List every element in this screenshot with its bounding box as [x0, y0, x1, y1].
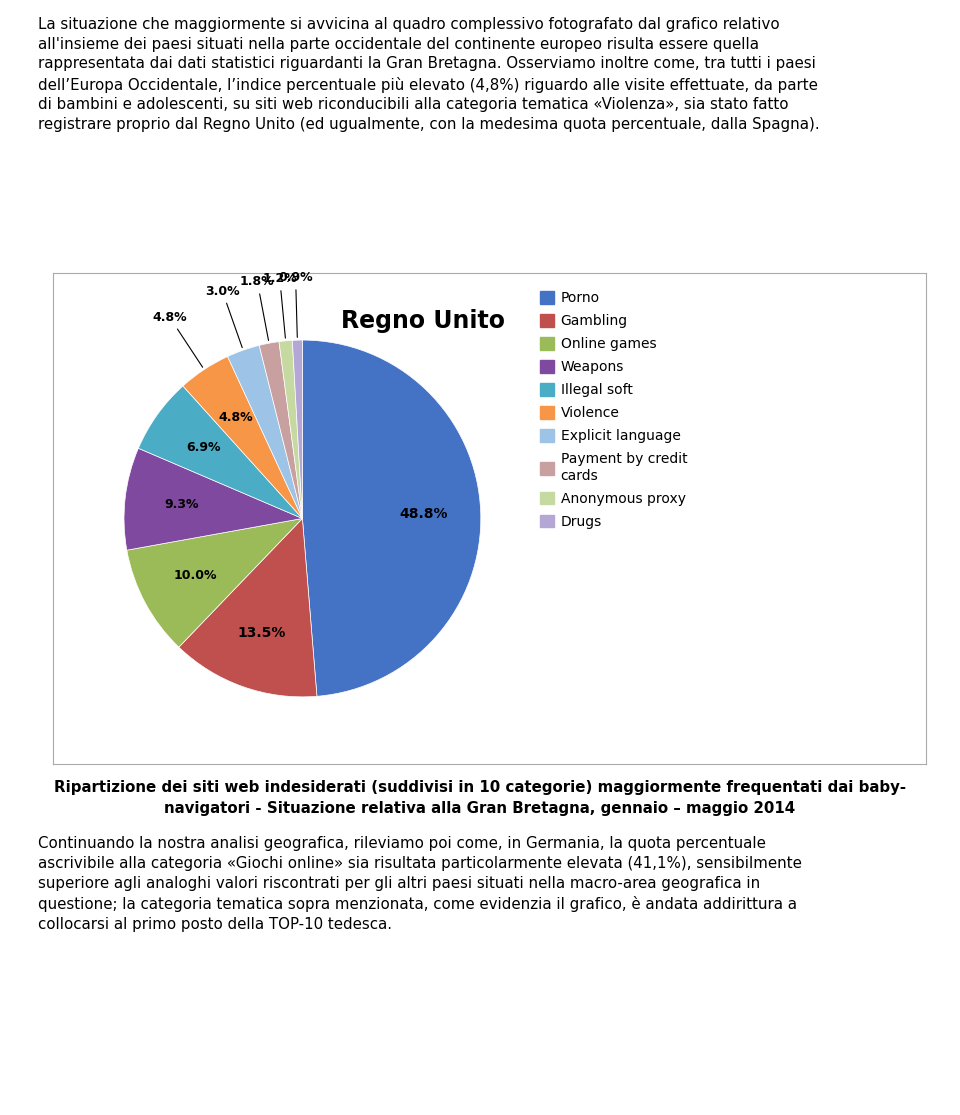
Text: Ripartizione dei siti web indesiderati (suddivisi in 10 categorie) maggiormente : Ripartizione dei siti web indesiderati (… — [54, 780, 906, 816]
Wedge shape — [279, 340, 302, 518]
Text: 0.9%: 0.9% — [278, 271, 313, 338]
Text: 3.0%: 3.0% — [205, 284, 242, 348]
Text: 4.8%: 4.8% — [218, 410, 252, 424]
Text: 48.8%: 48.8% — [399, 506, 448, 521]
Text: 13.5%: 13.5% — [237, 626, 286, 640]
Wedge shape — [179, 518, 317, 697]
Text: 1.2%: 1.2% — [262, 272, 298, 338]
Wedge shape — [138, 386, 302, 518]
Wedge shape — [183, 357, 302, 518]
Wedge shape — [259, 341, 302, 518]
Text: 4.8%: 4.8% — [153, 311, 203, 367]
Wedge shape — [293, 340, 302, 518]
Legend: Porno, Gambling, Online games, Weapons, Illegal soft, Violence, Explicit languag: Porno, Gambling, Online games, Weapons, … — [540, 291, 687, 529]
Wedge shape — [124, 448, 302, 550]
Text: 10.0%: 10.0% — [174, 570, 217, 582]
Text: 1.8%: 1.8% — [240, 275, 275, 340]
Text: Continuando la nostra analisi geografica, rileviamo poi come, in Germania, la qu: Continuando la nostra analisi geografica… — [38, 836, 803, 932]
Text: Regno Unito: Regno Unito — [341, 309, 505, 332]
Wedge shape — [228, 346, 302, 518]
Text: 9.3%: 9.3% — [164, 498, 199, 512]
Wedge shape — [302, 340, 481, 696]
Text: 6.9%: 6.9% — [186, 442, 221, 455]
Text: La situazione che maggiormente si avvicina al quadro complessivo fotografato dal: La situazione che maggiormente si avvici… — [38, 17, 820, 132]
Wedge shape — [127, 518, 302, 647]
